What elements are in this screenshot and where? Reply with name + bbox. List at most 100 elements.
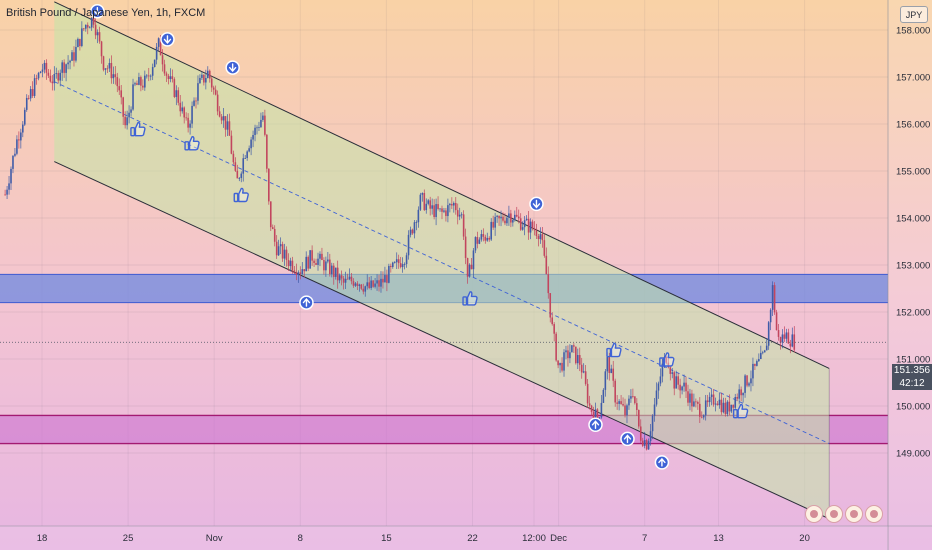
candle-body <box>214 89 217 95</box>
candle-body <box>791 334 794 347</box>
candle-body <box>147 75 150 77</box>
candle-body <box>271 227 274 229</box>
candle-body <box>443 210 445 212</box>
candle-body <box>277 246 280 256</box>
candle-body <box>510 213 512 223</box>
candle-body <box>460 214 463 216</box>
candle-body <box>773 285 776 313</box>
candle-body <box>283 249 286 259</box>
candle-body <box>622 403 624 406</box>
candle-body <box>504 220 506 224</box>
candle-body <box>539 234 542 240</box>
candle-body <box>689 393 691 403</box>
candle-body <box>744 375 746 393</box>
candle-body <box>376 280 378 284</box>
candle-body <box>720 399 723 413</box>
arrow-up-circle-icon <box>654 455 670 470</box>
candle-body <box>37 72 40 79</box>
candle-body <box>171 76 174 80</box>
candle-body <box>238 178 241 179</box>
y-tick-label: 158.000 <box>896 26 930 37</box>
candle-body <box>108 62 111 69</box>
candle-body <box>299 272 302 274</box>
candle-body <box>338 275 341 281</box>
candle-body <box>620 401 622 404</box>
candle-body <box>600 402 603 418</box>
candle-body <box>279 244 282 247</box>
candle-body <box>769 309 772 323</box>
x-axis[interactable]: 18 25 Nov 8 15 22 12:00 Dec 7 13 20 <box>0 525 932 550</box>
candle-body <box>234 162 237 171</box>
candle-body <box>468 264 471 277</box>
candle-body <box>25 97 28 110</box>
candle-body <box>594 409 597 421</box>
channel-upper-line <box>54 1 830 369</box>
candle-body <box>336 267 339 281</box>
candle-body <box>27 97 30 99</box>
candle-body <box>350 276 353 282</box>
thumb-hand <box>238 187 249 203</box>
candle-body <box>90 17 93 28</box>
currency-badge[interactable]: JPY <box>900 6 928 23</box>
candle-body <box>697 401 699 404</box>
candle-body <box>201 74 203 78</box>
candle-body <box>358 284 361 286</box>
candle-body <box>476 237 479 244</box>
candle-body <box>262 115 264 120</box>
candle-body <box>110 62 113 79</box>
candle-body <box>102 56 105 70</box>
candle-body <box>6 189 8 195</box>
candle-body <box>740 389 742 396</box>
arrow-up-circle-icon <box>620 431 635 447</box>
candle-body <box>712 394 715 405</box>
candle-body <box>374 283 376 287</box>
candle-body <box>411 229 414 234</box>
marker-arrow <box>93 7 102 16</box>
candle-body <box>207 70 209 78</box>
candle-body <box>175 90 178 97</box>
candle-body <box>77 38 79 48</box>
candle-body <box>565 350 567 353</box>
candle-body <box>311 250 313 261</box>
candle-body <box>427 200 430 204</box>
candle-body <box>750 378 752 384</box>
candle-body <box>388 265 390 283</box>
y-tick-label: 155.000 <box>896 167 930 178</box>
candle-body <box>289 260 292 267</box>
candle-body <box>334 267 337 277</box>
candle-body <box>529 221 532 233</box>
candle-body <box>771 285 774 310</box>
candle-body <box>555 333 557 361</box>
candle-body <box>760 352 762 360</box>
candle-body <box>348 276 351 280</box>
candle-body <box>260 119 262 128</box>
x-tick-label: Nov <box>206 533 223 544</box>
candle-body <box>269 201 272 228</box>
candle-body <box>12 155 14 169</box>
candle-body <box>569 352 571 359</box>
candle-body <box>197 83 199 101</box>
y-axis[interactable]: 149.000 150.000 151.000 152.000 153.000 154.0… <box>887 0 932 550</box>
candle-body <box>793 334 796 350</box>
candle-body <box>189 123 191 128</box>
candle-body <box>431 205 433 209</box>
candle-body <box>106 68 109 70</box>
candle-body <box>514 214 516 221</box>
candle-body <box>527 218 530 233</box>
candle-body <box>649 431 652 442</box>
candle-countdown: 42:12 <box>899 378 925 389</box>
candle-body <box>205 77 207 83</box>
candle-body <box>498 215 500 219</box>
candle-body <box>472 250 475 270</box>
candle-body <box>590 405 593 412</box>
candle-body <box>23 109 26 125</box>
x-axis-panel <box>0 526 888 550</box>
x-tick-label: 22 <box>467 533 478 544</box>
candle-body <box>726 401 729 414</box>
candle-body <box>157 38 160 47</box>
candle-body <box>494 216 496 228</box>
marker-arrow <box>591 420 600 429</box>
candle-body <box>508 213 510 218</box>
thumb-cuff <box>130 126 136 137</box>
